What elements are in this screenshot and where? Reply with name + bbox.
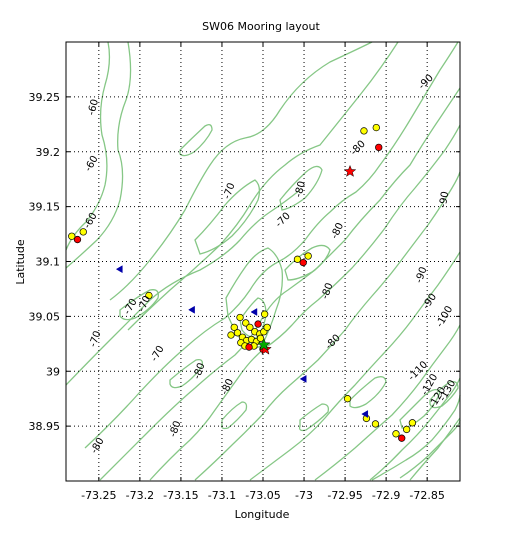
y-tick-label: 39.25 bbox=[29, 91, 61, 104]
yellow-mooring-point bbox=[242, 319, 250, 327]
y-axis-ticks: 38.95 39 39.05 39.1 39.15 39.2 39.25 bbox=[29, 91, 460, 433]
green-star-marker bbox=[256, 337, 271, 351]
yellow-mooring-point bbox=[145, 291, 153, 300]
x-tick-label: -72.95 bbox=[327, 489, 362, 502]
contour-label: -90 bbox=[414, 266, 430, 285]
blue-triangle-marker bbox=[188, 305, 195, 314]
yellow-mooring-point bbox=[371, 420, 380, 428]
y-tick-label: 39.1 bbox=[36, 256, 61, 269]
x-tick-label: -73.25 bbox=[81, 489, 116, 502]
yellow-mooring-point bbox=[293, 255, 302, 263]
y-axis-label: Latitude bbox=[14, 239, 27, 285]
yellow-mooring-point bbox=[79, 228, 87, 236]
x-tick-label: -73.15 bbox=[163, 489, 198, 502]
contour-label: -90 bbox=[438, 191, 452, 209]
yellow-mooring-point bbox=[304, 252, 312, 260]
x-tick-label: -73 bbox=[295, 489, 313, 502]
bathymetry-contours bbox=[65, 41, 461, 481]
yellow-mooring-point bbox=[68, 232, 76, 240]
x-tick-label: -73.05 bbox=[245, 489, 280, 502]
x-axis-ticks: -73.25 -73.2 -73.15 -73.1 -73.05 -73 -72.95 -72… bbox=[81, 42, 445, 502]
contour-label: -80 bbox=[293, 180, 308, 199]
yellow-mooring-point bbox=[372, 123, 380, 132]
blue-triangle-marker bbox=[361, 410, 369, 418]
blue-triangle-marker bbox=[299, 374, 307, 383]
yellow-mooring-point bbox=[260, 310, 269, 318]
red-mooring-point bbox=[73, 235, 82, 244]
yellow-mooring-point bbox=[343, 395, 352, 403]
yellow-mooring-point bbox=[263, 323, 271, 332]
plot-area: -60-60-60-70-70-70-70-70-70-80-80-80-80-… bbox=[65, 41, 461, 482]
x-tick-label: -72.9 bbox=[372, 489, 400, 502]
yellow-mooring-point bbox=[236, 313, 244, 322]
red-mooring-point bbox=[398, 434, 406, 442]
y-tick-label: 39.15 bbox=[29, 201, 61, 214]
x-tick-label: -73.2 bbox=[126, 489, 154, 502]
yellow-mooring-point bbox=[230, 323, 238, 332]
chart-title: SW06 Mooring layout bbox=[202, 20, 320, 33]
contour-label: -70 bbox=[222, 182, 238, 201]
mooring-markers bbox=[68, 123, 417, 442]
yellow-mooring-point bbox=[402, 425, 411, 434]
contour-label: -80 bbox=[192, 362, 208, 381]
y-tick-label: 39.05 bbox=[29, 310, 61, 323]
contour-label: -80 bbox=[320, 282, 336, 301]
contour-label: -60 bbox=[86, 98, 101, 117]
yellow-mooring-point bbox=[360, 127, 368, 135]
x-axis-label: Longitude bbox=[235, 508, 290, 521]
blue-triangle-marker bbox=[115, 265, 123, 274]
yellow-mooring-point bbox=[227, 331, 235, 339]
y-tick-label: 39.2 bbox=[36, 146, 61, 159]
red-mooring-point bbox=[245, 343, 253, 351]
y-tick-label: 38.95 bbox=[29, 420, 61, 433]
blue-triangle-marker bbox=[250, 308, 258, 316]
contour-label: -70 bbox=[88, 330, 104, 349]
contour-label: -80 bbox=[168, 420, 184, 439]
yellow-mooring-point bbox=[408, 419, 417, 427]
red-mooring-point bbox=[254, 320, 262, 328]
yellow-mooring-point bbox=[392, 430, 400, 438]
x-tick-label: -72.85 bbox=[409, 489, 444, 502]
red-mooring-point bbox=[375, 143, 383, 152]
yellow-mooring-point bbox=[233, 329, 242, 337]
red-mooring-point bbox=[299, 258, 307, 267]
y-tick-label: 39 bbox=[46, 365, 60, 378]
yellow-mooring-point bbox=[246, 323, 254, 332]
red-star-marker bbox=[343, 164, 357, 177]
x-tick-label: -73.1 bbox=[208, 489, 236, 502]
